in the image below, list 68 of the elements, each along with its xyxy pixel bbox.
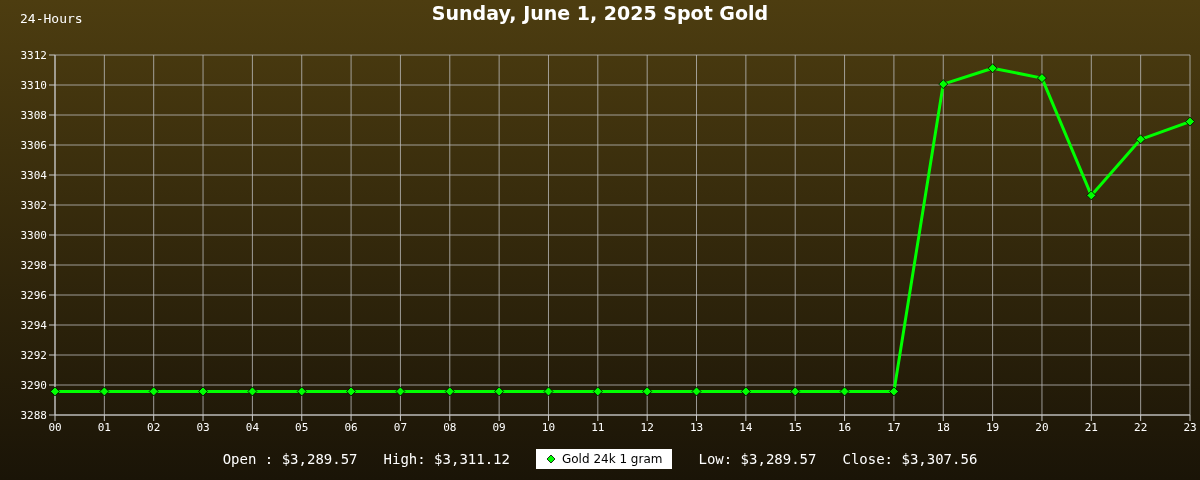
y-tick-label: 3310	[20, 78, 47, 92]
point	[50, 386, 60, 397]
point	[296, 386, 307, 397]
x-tick-label: 21	[1084, 420, 1098, 434]
text: Open : $3,289.57	[222, 451, 358, 467]
x-tick-label: 19	[985, 420, 1000, 434]
point	[987, 63, 998, 74]
point	[198, 386, 208, 397]
x-tick-label: 16	[837, 420, 852, 434]
x-tick-label: 15	[788, 420, 802, 434]
y-tick-label: 3294	[20, 318, 48, 332]
point	[889, 386, 899, 397]
y-tick-label: 3312	[20, 48, 47, 62]
point	[740, 386, 751, 397]
x-tick-label: 22	[1134, 420, 1148, 434]
point	[691, 386, 702, 397]
point	[1185, 116, 1195, 127]
point	[642, 386, 653, 397]
text: Close: $3,307.56	[842, 451, 978, 467]
point	[1037, 73, 1047, 83]
y-tick-label: 3308	[20, 108, 47, 122]
point	[99, 386, 110, 397]
y-tick-label: 3292	[20, 348, 47, 362]
y-tick-label: 3306	[20, 138, 47, 152]
point	[592, 386, 603, 397]
x-tick-label: 02	[147, 420, 161, 434]
point	[1135, 134, 1146, 145]
y-tick-label: 3296	[20, 288, 47, 302]
x-tick-label: 01	[97, 420, 111, 434]
x-tick-label: 07	[393, 420, 408, 434]
point	[494, 386, 505, 397]
y-tick-label: 3290	[20, 378, 47, 392]
x-tick-label: 03	[196, 420, 210, 434]
point	[247, 386, 258, 397]
chart-title: Sunday, June 1, 2025 Spot Gold	[431, 2, 769, 24]
x-tick-label: 10	[541, 420, 556, 434]
point	[839, 386, 850, 397]
x-tick-label: 08	[443, 420, 457, 434]
y-tick-label: 3302	[20, 198, 47, 212]
point	[790, 386, 801, 397]
y-tick-label: 3288	[20, 408, 47, 422]
x-tick-label: 11	[591, 420, 605, 434]
x-tick-label: 00	[48, 420, 62, 434]
x-tick-label: 12	[640, 420, 654, 434]
y-tick-label: 3298	[20, 258, 47, 272]
x-tick-label: 17	[887, 420, 901, 434]
x-tick-label: 18	[936, 420, 950, 434]
point	[444, 386, 455, 397]
chart-subtitle: 24-Hours	[20, 11, 83, 26]
x-tick-label: 20	[1035, 420, 1049, 434]
y-tick-label: 3300	[20, 228, 47, 242]
x-tick-label: 04	[245, 420, 260, 434]
x-tick-label: 09	[492, 420, 506, 434]
point	[346, 386, 356, 397]
point	[148, 386, 159, 397]
x-tick-label: 05	[295, 420, 309, 434]
x-tick-label: 23	[1183, 420, 1197, 434]
y-tick-label: 3304	[20, 168, 48, 182]
point	[1086, 190, 1097, 201]
point	[543, 386, 554, 397]
text: Low: $3,289.57	[698, 451, 817, 467]
legend-label: Gold 24k 1 gram	[560, 452, 663, 466]
point	[395, 386, 406, 397]
x-tick-label: 13	[689, 420, 704, 434]
point	[938, 79, 949, 89]
x-tick-label: 14	[739, 420, 753, 434]
x-tick-label: 06	[344, 420, 358, 434]
text: High: $3,311.12	[383, 451, 510, 467]
